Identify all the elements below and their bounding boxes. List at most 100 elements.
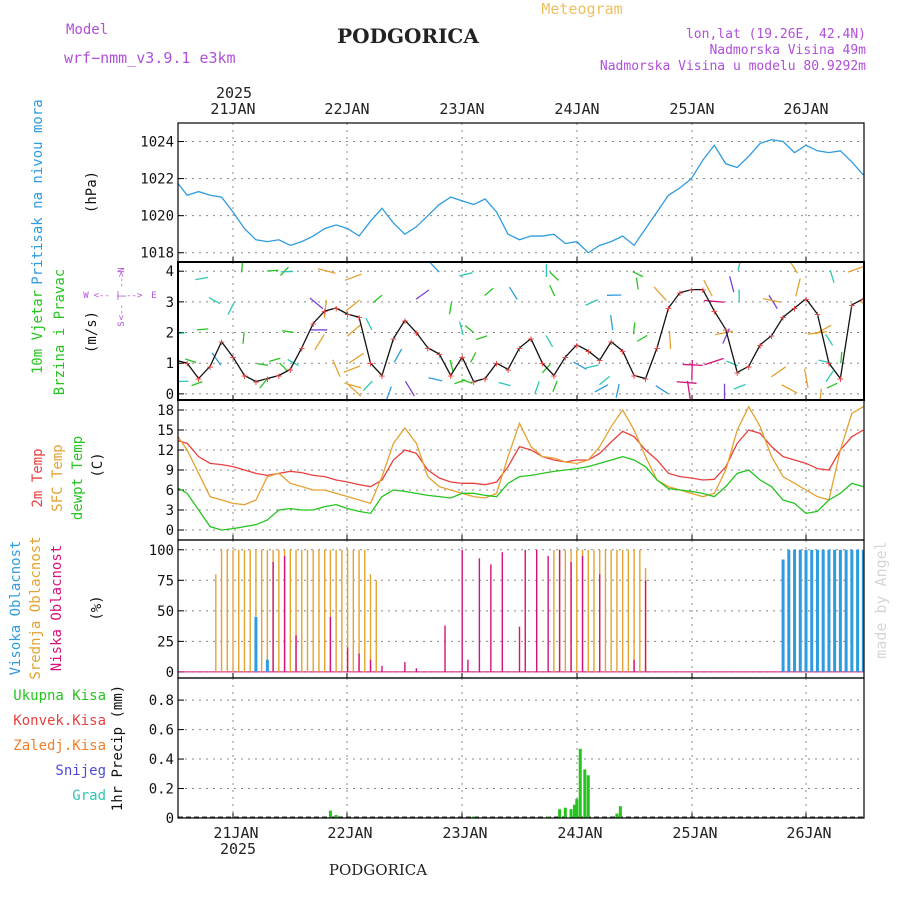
wind-arrow xyxy=(259,379,268,389)
wind-speed-marker: + xyxy=(814,308,821,321)
bottom-day-label: 25JAN xyxy=(672,824,717,842)
wind-arrow xyxy=(196,328,209,331)
wind-speed-marker: + xyxy=(642,373,649,386)
wind-arrow xyxy=(771,366,787,378)
bottom-day-label: 24JAN xyxy=(557,824,602,842)
wind-speed-marker: + xyxy=(493,357,500,370)
wind-arrow xyxy=(655,385,669,395)
wind-arrow xyxy=(498,381,511,387)
precip-panel: 0 0.2 0.4 0.6 0.8 xyxy=(149,677,865,827)
dewpt-label: dewpt Temp xyxy=(70,436,86,520)
precip-bar xyxy=(615,813,619,818)
wind-speed-marker: + xyxy=(860,293,867,306)
wind-speed-marker: + xyxy=(425,342,432,355)
ytick-label: 3 xyxy=(166,295,174,311)
pressure-panel: 1018 1020 1022 1024 xyxy=(140,122,865,263)
wind-speed-marker: + xyxy=(677,287,684,300)
precip-bar xyxy=(546,816,550,818)
wind-speed-marker: + xyxy=(631,369,638,382)
wind-arrow xyxy=(227,302,235,315)
wind-arrow xyxy=(534,381,540,394)
wind-speed-marker: + xyxy=(287,363,294,376)
precip-bar xyxy=(575,798,579,818)
wind-arrow xyxy=(825,334,834,346)
sfctemp-label: SFC Temp xyxy=(50,444,66,511)
wind-speed-marker: + xyxy=(310,317,317,330)
wind-speed-marker: + xyxy=(562,351,569,364)
wind-speed-marker: + xyxy=(459,351,466,364)
wind-arrow xyxy=(859,300,864,304)
wind-arrow xyxy=(332,359,341,377)
wind-arrow xyxy=(585,299,599,306)
wind-arrow xyxy=(826,382,838,389)
precip-bar xyxy=(578,748,582,818)
wind-speed-marker: + xyxy=(505,363,512,376)
cloud-plot xyxy=(178,549,864,673)
wind-speed-marker: + xyxy=(195,373,202,386)
compass-e: E xyxy=(151,291,156,301)
legend-convective: Konvek.Kisa xyxy=(13,713,106,729)
wind-arrow xyxy=(541,363,551,374)
wind-arrow xyxy=(256,362,269,366)
precip-bar xyxy=(334,815,338,818)
wind-arrow xyxy=(178,332,185,335)
ytick-label: 25 xyxy=(157,634,174,650)
bottom-day-label: 26JAN xyxy=(786,824,831,842)
wind-arrow xyxy=(594,384,609,393)
wind-arrow xyxy=(461,378,473,384)
wind-speed-marker: + xyxy=(402,314,409,327)
wind-speed-marker: + xyxy=(745,360,752,373)
wind-speed-marker: + xyxy=(837,373,844,386)
wind-speed-marker: + xyxy=(321,305,328,318)
wind-speed-marker: + xyxy=(585,345,592,358)
wind-arrow xyxy=(866,330,878,345)
temperature-panel: 0 3 6 9 12 15 18 xyxy=(157,399,865,541)
wind-arrow xyxy=(552,380,558,393)
wind-arrow xyxy=(211,352,222,366)
top-day-label: 26JAN xyxy=(783,100,828,118)
wind-arrow xyxy=(733,383,746,390)
wind-speed-marker: + xyxy=(276,369,283,382)
ytick-label: 3 xyxy=(166,503,174,519)
wind-speed-marker: + xyxy=(482,373,489,386)
wind-speed-marker: + xyxy=(516,342,523,355)
wind-arrow xyxy=(573,361,587,370)
dewpt-temp-line xyxy=(178,455,864,531)
top-day-label: 24JAN xyxy=(554,100,599,118)
cloud-unit: (%) xyxy=(89,595,105,620)
ytick-label: 0.8 xyxy=(149,693,174,709)
wind-arrow xyxy=(323,299,328,318)
wind-speed-marker: + xyxy=(608,336,615,349)
wind-arrow xyxy=(393,348,403,363)
ytick-label: 1 xyxy=(166,356,174,372)
wind-speed-marker: + xyxy=(573,339,580,352)
wind-arrow xyxy=(458,321,464,336)
precip-bar xyxy=(586,775,590,818)
wind-arrow xyxy=(508,286,518,300)
wind-arrow xyxy=(459,272,473,277)
elevation: Nadmorska Visina 49m xyxy=(709,43,866,58)
wind-speed-marker: + xyxy=(780,311,787,324)
compass-vertical: <-- | --> xyxy=(117,271,127,320)
wind-speed-marker: + xyxy=(470,376,477,389)
cloud-high-label: Visoka Oblacnost xyxy=(8,541,24,676)
top-day-label: 21JAN xyxy=(210,100,255,118)
wind-arrow xyxy=(191,381,203,387)
wind-speed-marker: + xyxy=(253,376,260,389)
wind-arrow xyxy=(464,325,475,334)
wind-arrow xyxy=(825,370,834,382)
wind-speed-marker: + xyxy=(184,357,191,370)
wind-speed-marker: + xyxy=(344,308,351,321)
wind-arrow xyxy=(470,352,477,363)
cloud-low-label: Niska Oblacnost xyxy=(49,545,65,671)
wind-arrow xyxy=(279,362,289,372)
wind-speed-marker: + xyxy=(551,369,558,382)
footer-station: PODGORICA xyxy=(329,861,427,879)
product-title: Meteogram xyxy=(541,0,622,18)
wind-arrow xyxy=(242,331,245,344)
precip-bar xyxy=(472,816,476,818)
wind-speed-marker: + xyxy=(356,311,363,324)
wind-arrow xyxy=(346,324,362,337)
